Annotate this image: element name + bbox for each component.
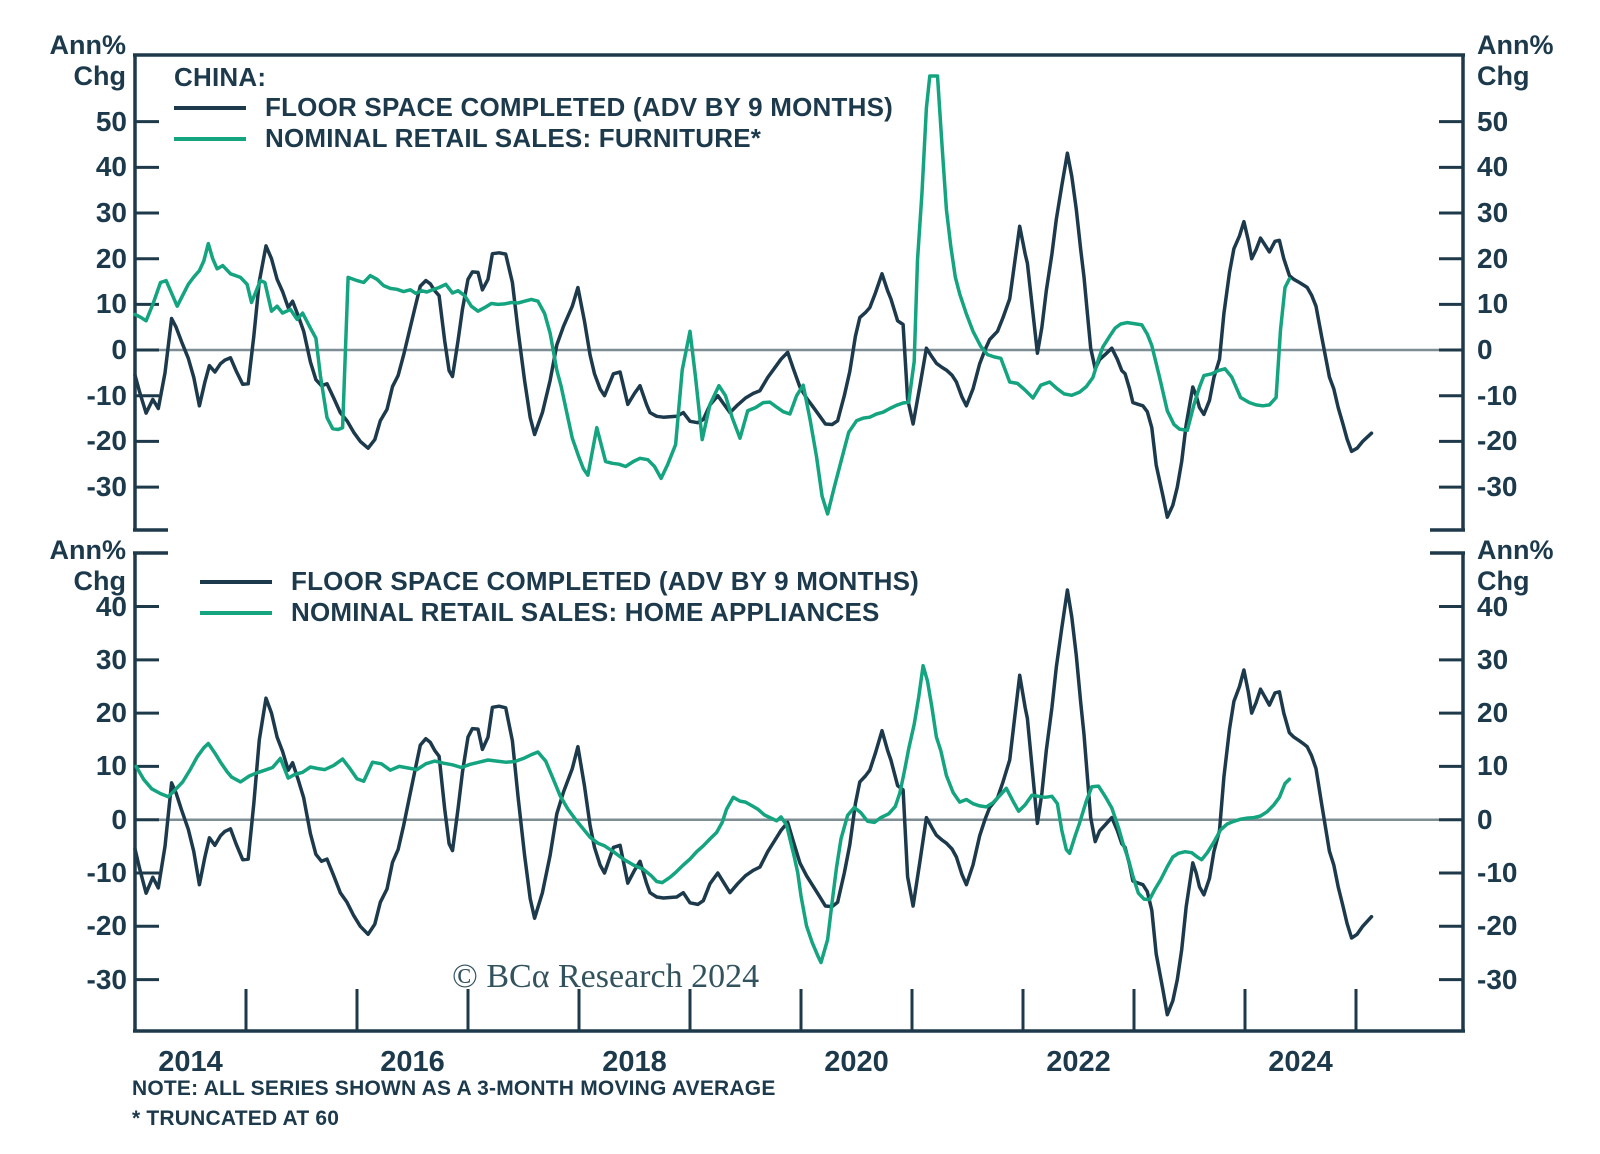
- y-tick-label: 10: [1477, 750, 1509, 782]
- x-year-label: 2020: [824, 1046, 889, 1078]
- y-tick-label: -30: [1477, 471, 1518, 503]
- green-line-swatch-icon: [174, 136, 246, 141]
- dark-line-swatch-icon: [174, 105, 246, 110]
- y-tick-label: -30: [1477, 963, 1518, 995]
- y-tick-label: 40: [1477, 590, 1509, 622]
- series-line-floor-space: [133, 588, 1374, 1017]
- y-axis-unit-top-right: Ann% Chg: [1477, 30, 1554, 91]
- series-line-home-appliances: [134, 663, 1292, 965]
- legend-top-panel: CHINA: FLOOR SPACE COMPLETED (ADV BY 9 M…: [174, 62, 893, 154]
- y-tick-label: 30: [1477, 197, 1509, 229]
- footnote-block: NOTE: ALL SERIES SHOWN AS A 3-MONTH MOVI…: [132, 1074, 776, 1134]
- y-tick-label: -30: [86, 963, 127, 995]
- y-tick-label: -20: [86, 425, 127, 457]
- series-line-furniture: [133, 74, 1292, 516]
- y-tick-label: 0: [1477, 803, 1493, 835]
- y-tick-label: -10: [1477, 856, 1518, 888]
- y-tick-label: 0: [111, 803, 127, 835]
- y-tick-label: 50: [95, 105, 127, 137]
- y-tick-label: -20: [1477, 910, 1518, 942]
- y-tick-label: 0: [1477, 334, 1493, 366]
- y-tick-label: 10: [95, 288, 127, 320]
- legend-item-furniture: NOMINAL RETAIL SALES: FURNITURE*: [174, 123, 893, 154]
- y-tick-label: 40: [1477, 151, 1509, 183]
- y-tick-label: 40: [95, 590, 127, 622]
- x-year-label: 2016: [380, 1046, 445, 1078]
- y-axis-unit-top-left: Ann% Chg: [49, 30, 127, 91]
- y-tick-label: 10: [1477, 288, 1509, 320]
- x-year-label: 2022: [1046, 1046, 1111, 1078]
- y-axis-unit-bottom-right: Ann% Chg: [1477, 535, 1554, 596]
- y-tick-label: 20: [95, 242, 127, 274]
- dark-line-swatch-icon: [200, 579, 272, 584]
- y-tick-label: -20: [1477, 425, 1518, 457]
- green-line-swatch-icon: [200, 610, 272, 615]
- x-year-label: 2018: [602, 1046, 667, 1078]
- y-tick-label: 30: [95, 643, 127, 675]
- y-tick-label: -10: [86, 856, 127, 888]
- legend-item-label: FLOOR SPACE COMPLETED (ADV BY 9 MONTHS): [291, 566, 919, 596]
- series-line-floor-space: [133, 151, 1374, 519]
- y-tick-label: 30: [95, 197, 127, 229]
- legend-item-home-appliances: NOMINAL RETAIL SALES: HOME APPLIANCES: [200, 597, 919, 628]
- y-tick-label: 20: [95, 697, 127, 729]
- legend-bottom-panel: FLOOR SPACE COMPLETED (ADV BY 9 MONTHS) …: [200, 566, 919, 628]
- y-tick-label: 0: [111, 334, 127, 366]
- legend-item-label: NOMINAL RETAIL SALES: HOME APPLIANCES: [291, 597, 880, 627]
- y-tick-label: 30: [1477, 643, 1509, 675]
- footnote-line-2: * TRUNCATED AT 60: [132, 1107, 340, 1130]
- y-tick-label: 50: [1477, 105, 1509, 137]
- x-year-label: 2014: [158, 1046, 223, 1078]
- y-tick-label: -10: [86, 379, 127, 411]
- legend-item-floor-space: FLOOR SPACE COMPLETED (ADV BY 9 MONTHS): [174, 92, 893, 123]
- y-tick-label: 40: [95, 151, 127, 183]
- y-axis-unit-bottom-left: Ann% Chg: [49, 535, 127, 596]
- y-tick-label: 10: [95, 750, 127, 782]
- y-tick-label: 20: [1477, 697, 1509, 729]
- footnote-line-1: NOTE: ALL SERIES SHOWN AS A 3-MONTH MOVI…: [132, 1077, 776, 1100]
- y-tick-label: 20: [1477, 242, 1509, 274]
- x-year-label: 2024: [1268, 1046, 1333, 1078]
- legend-item-floor-space: FLOOR SPACE COMPLETED (ADV BY 9 MONTHS): [200, 566, 919, 597]
- y-tick-label: -20: [86, 910, 127, 942]
- y-tick-label: -30: [86, 471, 127, 503]
- legend-item-label: NOMINAL RETAIL SALES: FURNITURE*: [265, 123, 762, 153]
- legend-item-label: FLOOR SPACE COMPLETED (ADV BY 9 MONTHS): [265, 92, 893, 122]
- bca-research-watermark: © BCα Research 2024: [452, 958, 760, 995]
- y-tick-label: -10: [1477, 379, 1518, 411]
- legend-country-label: CHINA:: [174, 62, 267, 92]
